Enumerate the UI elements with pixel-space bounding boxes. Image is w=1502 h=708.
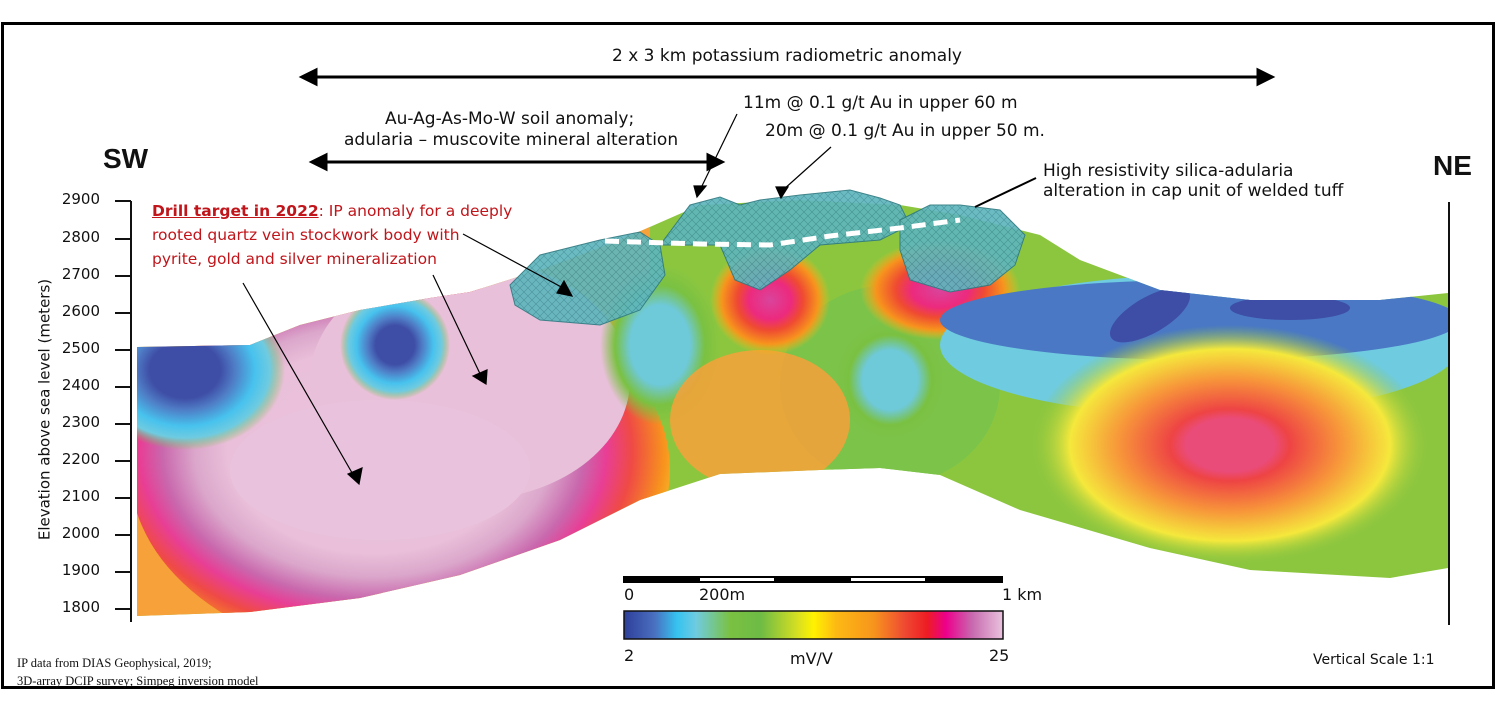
scale-mid: 200m — [699, 585, 746, 604]
y-axis-label: Elevation above sea level (meters) — [35, 278, 54, 541]
y-axis — [115, 200, 1450, 625]
potassium-anomaly-arrow — [298, 67, 1276, 87]
colorbar — [623, 610, 1004, 640]
drill-hole-2-marker — [775, 186, 790, 200]
drill-hole-2-label: 20m @ 0.1 g/t Au in upper 50 m. — [765, 121, 1045, 141]
direction-ne: NE — [1433, 150, 1472, 181]
drill-target-heading: Drill target in 2022 — [152, 202, 319, 220]
y-tick: 2200 — [61, 450, 100, 468]
y-tick: 2500 — [61, 339, 100, 357]
soil-anomaly-arrow — [308, 152, 726, 172]
source-line-2: 3D-array DCIP survey; Simpeg inversion m… — [17, 674, 259, 688]
y-tick: 2100 — [61, 487, 100, 505]
direction-sw: SW — [103, 143, 149, 174]
y-tick: 2700 — [61, 265, 100, 283]
scale-bar — [623, 576, 1003, 583]
y-tick: 1900 — [61, 561, 100, 579]
soil-anomaly-label-1: Au-Ag-As-Mo-W soil anomaly; — [385, 109, 635, 129]
y-tick: 2400 — [61, 376, 100, 394]
cap-unit-label-1: High resistivity silica-adularia — [1043, 161, 1294, 181]
colorbar-max: 25 — [989, 646, 1010, 665]
soil-anomaly-label-2: adularia – muscovite mineral alteration — [344, 130, 679, 150]
cap-unit-label-2: alteration in cap unit of welded tuff — [1043, 181, 1344, 201]
potassium-anomaly-label: 2 x 3 km potassium radiometric anomaly — [612, 46, 962, 66]
colorbar-min: 2 — [624, 646, 635, 665]
y-tick: 1800 — [61, 598, 100, 616]
colorbar-unit: mV/V — [790, 649, 833, 668]
scale-end: 1 km — [1002, 585, 1043, 604]
y-tick: 2900 — [61, 190, 100, 208]
y-tick: 2600 — [61, 302, 100, 320]
y-tick: 2000 — [61, 524, 100, 542]
drill-target-annotation: Drill target in 2022: IP anomaly for a d… — [152, 202, 513, 268]
vertical-scale: Vertical Scale 1:1 — [1313, 652, 1435, 668]
high-resistivity-mesh — [509, 189, 1026, 326]
y-tick: 2300 — [61, 413, 100, 431]
scale-start: 0 — [624, 585, 635, 604]
y-tick: 2800 — [61, 228, 100, 246]
drill-hole-1-label: 11m @ 0.1 g/t Au in upper 60 m — [743, 93, 1018, 113]
drill-hole-1-marker — [693, 185, 708, 199]
source-line-1: IP data from DIAS Geophysical, 2019; — [17, 656, 212, 670]
